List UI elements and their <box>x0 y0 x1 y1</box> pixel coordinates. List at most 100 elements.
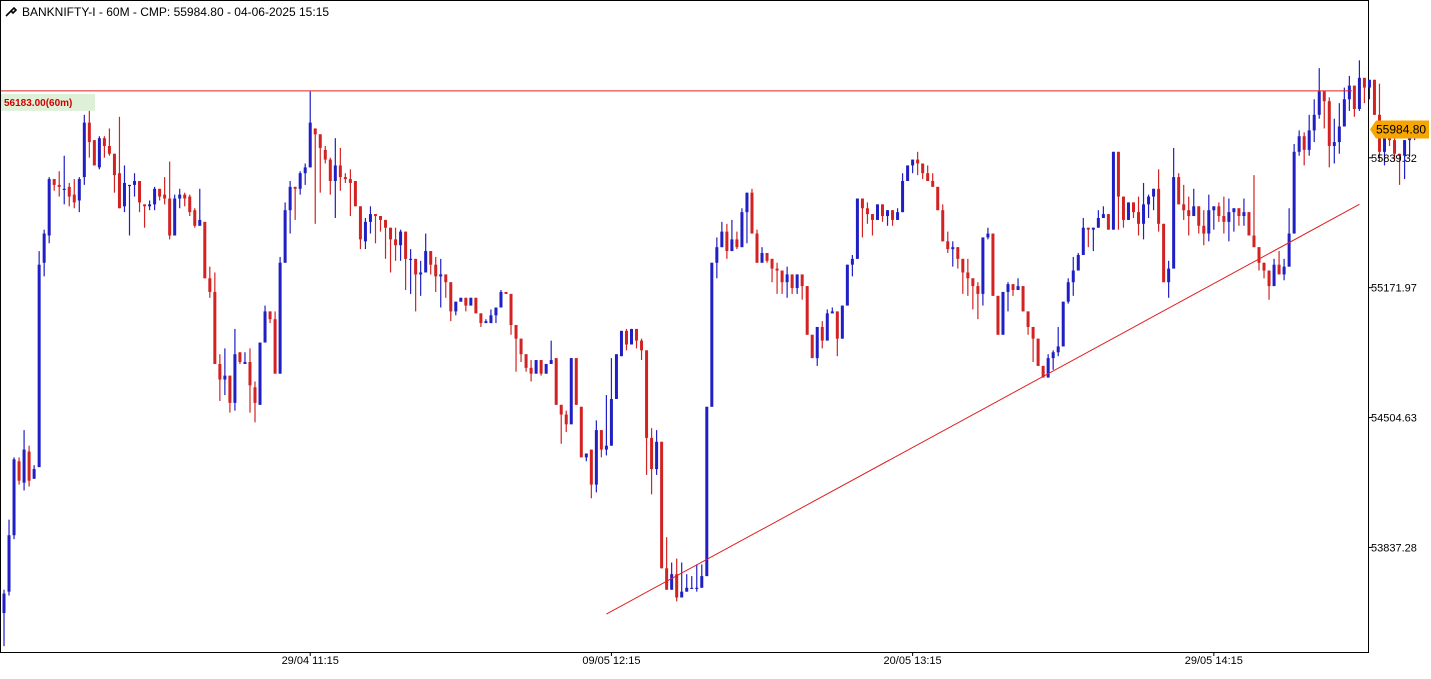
candle-body <box>805 286 809 335</box>
candle-body <box>1347 85 1351 100</box>
candle-body <box>951 247 955 250</box>
candle-body <box>258 342 262 405</box>
candle-body <box>524 354 528 368</box>
candle <box>996 295 1000 335</box>
candle <box>308 91 312 168</box>
trendline[interactable] <box>606 203 1360 615</box>
candle <box>524 354 528 372</box>
candle-body <box>484 321 488 324</box>
candle <box>1237 208 1241 226</box>
candle-body <box>1096 217 1100 228</box>
candle <box>283 202 287 263</box>
candle <box>514 325 518 372</box>
candle-body <box>1071 270 1075 283</box>
candle <box>981 237 985 306</box>
candle <box>564 410 568 433</box>
candle-body <box>1111 151 1115 230</box>
candle <box>253 381 257 423</box>
candle <box>790 274 794 294</box>
candles-group <box>2 60 1422 647</box>
candle <box>1247 212 1251 236</box>
candle-body <box>1222 216 1226 222</box>
candle-body <box>92 140 96 166</box>
candle-body <box>117 173 121 209</box>
candle <box>1197 206 1201 234</box>
candle <box>373 214 377 244</box>
candle <box>1287 208 1291 267</box>
candle <box>594 420 598 493</box>
candle <box>82 114 86 185</box>
candle <box>1071 256 1075 296</box>
candle <box>1202 210 1206 246</box>
candle <box>1292 144 1296 234</box>
candle-body <box>17 461 21 481</box>
candle <box>1126 202 1130 220</box>
candle-body <box>459 297 463 302</box>
candle-body <box>775 268 779 271</box>
candle <box>384 219 388 259</box>
candle-body <box>715 247 719 263</box>
candle-body <box>1001 291 1005 335</box>
candle-body <box>97 138 101 168</box>
candle-body <box>931 181 935 187</box>
candle-body <box>961 258 965 273</box>
y-tick-label: 55839.32 <box>1371 153 1417 165</box>
candle <box>891 210 895 226</box>
candle <box>896 208 900 220</box>
candle <box>223 348 227 396</box>
candle-body <box>881 204 884 217</box>
candle-body <box>855 198 859 259</box>
candle-body <box>710 262 714 407</box>
candle <box>976 282 980 320</box>
candle <box>333 138 337 218</box>
candle-body <box>534 360 538 374</box>
wrench-icon[interactable] <box>5 6 18 17</box>
candle <box>42 229 46 277</box>
candle <box>353 181 357 207</box>
candle <box>750 188 754 234</box>
candle-body <box>1383 130 1386 152</box>
candle-body <box>539 360 543 374</box>
candle <box>1021 286 1025 312</box>
candle-body <box>42 233 46 263</box>
candle-body <box>740 212 744 248</box>
candle-body <box>991 233 995 296</box>
candle <box>203 221 207 279</box>
candle-body <box>248 362 252 386</box>
candle-body <box>956 247 960 259</box>
candle <box>951 241 955 267</box>
candle-body <box>363 221 367 242</box>
candle <box>529 360 533 382</box>
x-tick-label: 20/05 13:15 <box>884 655 942 667</box>
candle-body <box>57 184 61 187</box>
candle-body <box>1011 284 1015 290</box>
candle <box>559 404 563 444</box>
candle-body <box>1327 101 1331 146</box>
candle-body <box>454 301 458 312</box>
candle <box>368 206 372 234</box>
candle-body <box>218 363 222 380</box>
candle-body <box>619 330 623 357</box>
candle <box>635 328 639 349</box>
candle <box>1157 169 1161 232</box>
candle-body <box>966 272 970 279</box>
candle <box>338 147 342 191</box>
candle <box>138 181 142 213</box>
candle <box>1031 326 1035 363</box>
candle-body <box>263 311 267 343</box>
candle <box>645 350 649 475</box>
candle <box>117 116 121 209</box>
candle-body <box>1292 151 1296 234</box>
candle <box>966 258 970 296</box>
candle-body <box>173 198 177 236</box>
candle-body <box>670 574 674 590</box>
candle <box>1217 202 1221 222</box>
candle <box>278 256 282 374</box>
candle <box>158 188 162 201</box>
candle-body <box>358 206 362 240</box>
candle <box>1152 188 1156 211</box>
candle <box>971 278 975 310</box>
candle-body <box>685 587 689 592</box>
